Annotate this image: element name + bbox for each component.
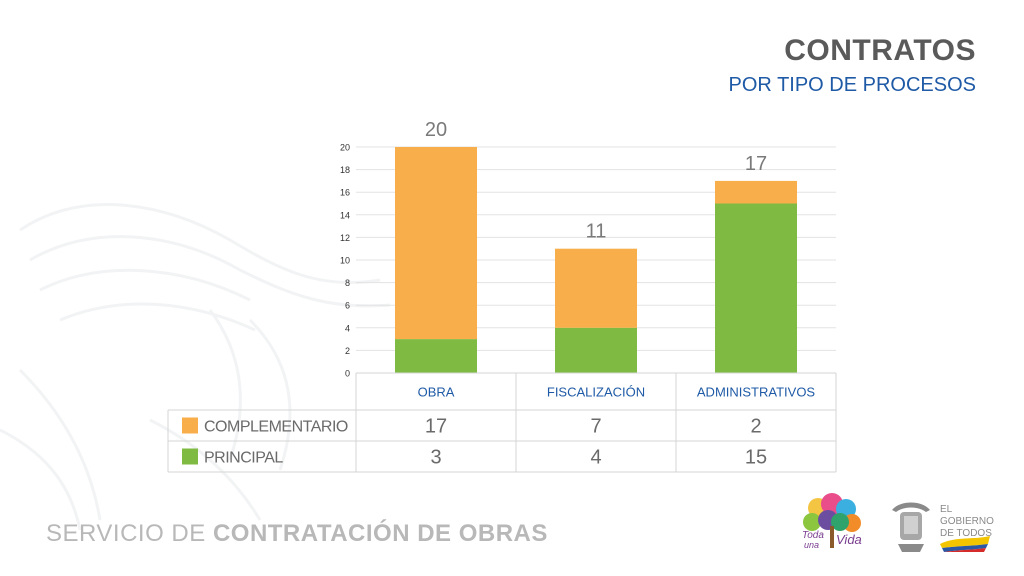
bar-total-label: 17 — [745, 153, 767, 175]
vida-line3: Vida — [836, 532, 862, 547]
y-tick-label: 8 — [345, 278, 350, 288]
table-value: 2 — [750, 416, 761, 438]
table-value: 17 — [425, 416, 447, 438]
coat-of-arms-watermark — [0, 203, 391, 530]
x-category-label: ADMINISTRATIVOS — [697, 385, 816, 400]
x-category-label: OBRA — [418, 385, 455, 400]
bar-complementario — [555, 248, 637, 328]
y-tick-label: 0 — [345, 369, 350, 379]
y-tick-label: 12 — [340, 233, 350, 243]
page-title: CONTRATOS — [784, 34, 976, 67]
y-tick-label: 2 — [345, 346, 350, 356]
bar-total-label: 20 — [425, 119, 447, 141]
legend-swatch-complementario — [182, 417, 198, 434]
legend-swatch-principal — [182, 448, 198, 465]
y-tick-label: 4 — [345, 323, 350, 333]
footer-emphasis: CONTRATACIÓN DE OBRAS — [212, 520, 548, 547]
gobierno-line2: GOBIERNO — [940, 516, 994, 527]
page-subtitle: POR TIPO DE PROCESOS — [728, 74, 976, 96]
legend-label: COMPLEMENTARIO — [204, 419, 348, 436]
y-tick-label: 14 — [340, 210, 350, 220]
legend-label: PRINCIPAL — [204, 450, 283, 467]
gobierno-de-todos-logo: EL GOBIERNO DE TODOS — [892, 502, 994, 552]
bar-principal — [555, 327, 637, 373]
y-tick-label: 10 — [340, 256, 350, 266]
y-tick-label: 16 — [340, 188, 350, 198]
footer-prefix: SERVICIO DE — [46, 520, 213, 547]
vida-line1: Toda — [802, 530, 824, 541]
gobierno-line1: EL — [940, 504, 953, 515]
bar-complementario — [395, 147, 477, 340]
x-category-label: FISCALIZACIÓN — [547, 385, 645, 400]
bar-total-label: 11 — [586, 221, 607, 243]
table-value: 7 — [590, 416, 601, 438]
bar-complementario — [715, 180, 797, 204]
gobierno-line3: DE TODOS — [940, 528, 992, 539]
footer-institution: SERVICIO DE CONTRATACIÓN DE OBRAS — [46, 520, 548, 548]
y-tick-label: 20 — [340, 143, 350, 153]
bar-principal — [395, 339, 477, 373]
toda-una-vida-logo: Toda una Vida — [802, 493, 862, 550]
table-value: 15 — [745, 447, 767, 469]
coat-of-arms-icon — [892, 502, 930, 552]
table-value: 3 — [430, 447, 441, 469]
bar-principal — [715, 203, 797, 373]
table-value: 4 — [590, 447, 601, 469]
vida-line2: una — [804, 540, 819, 550]
y-tick-label: 6 — [345, 301, 350, 311]
y-tick-label: 18 — [340, 165, 350, 175]
